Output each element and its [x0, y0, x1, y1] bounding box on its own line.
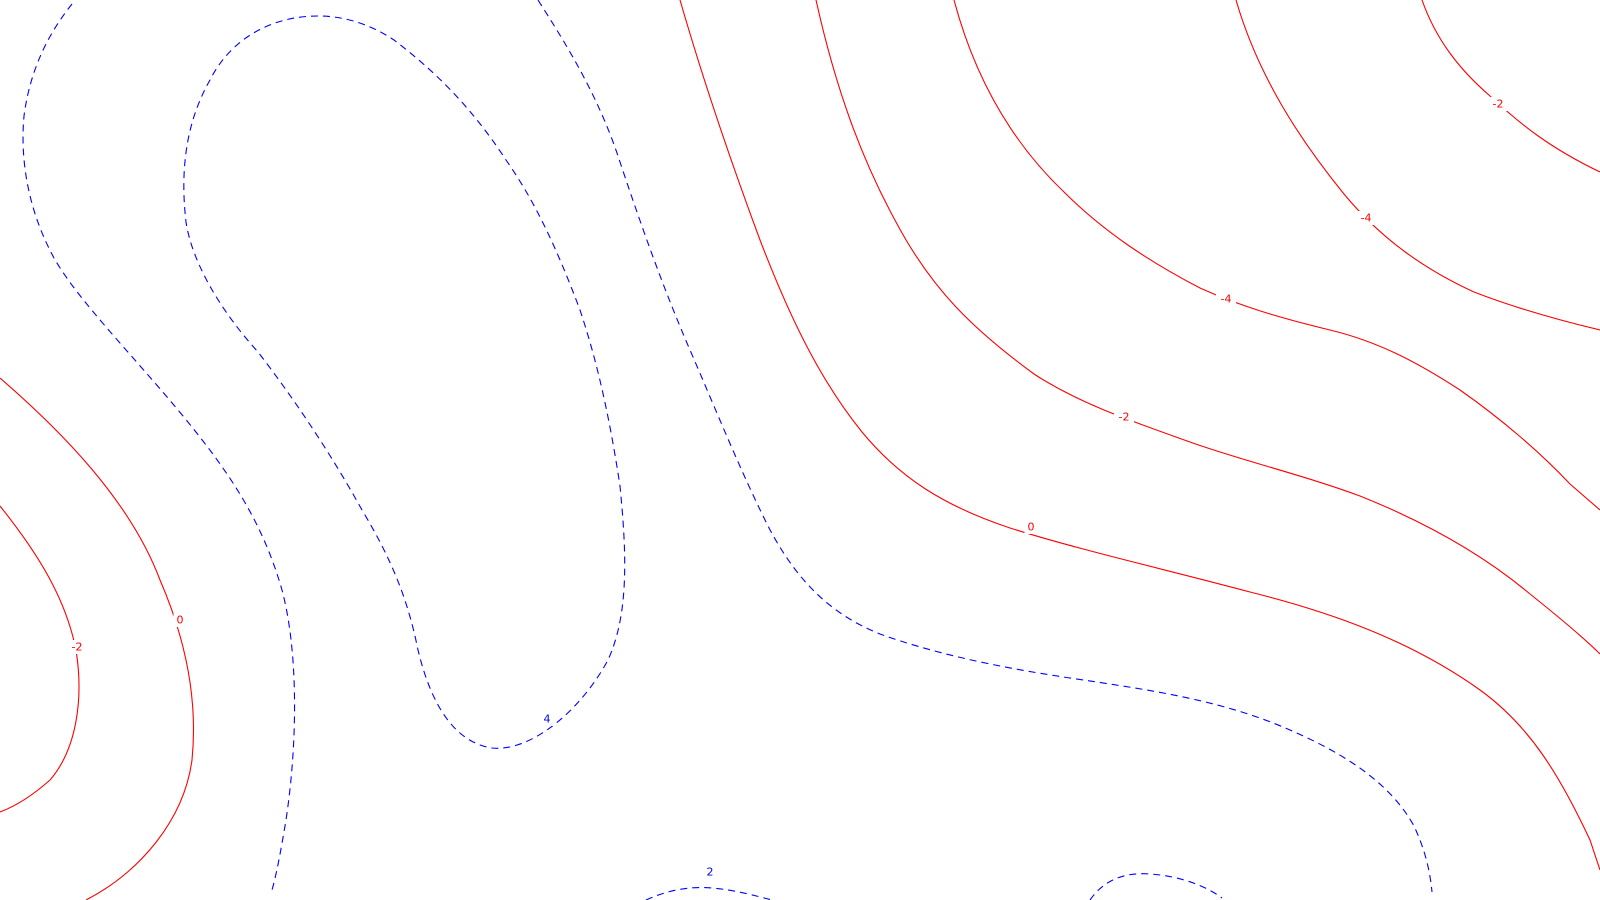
contour-label-red-0-left: 0	[173, 613, 187, 627]
contour-label-text: -4	[1221, 293, 1232, 306]
contour-label-background	[1356, 211, 1376, 225]
contour-line-blue-2-diagonal	[537, 0, 1433, 893]
contour-line-red-m4-main	[953, 0, 1600, 511]
contour-label-text: 2	[707, 866, 714, 879]
contour-label-red-m4-upper: -4	[1356, 211, 1376, 225]
contour-label-text: 0	[1028, 521, 1035, 534]
contour-label-blue-4-loop: 4	[540, 712, 554, 726]
contour-label-red-0-main: 0	[1024, 520, 1038, 534]
contour-line-red-0-left	[0, 377, 195, 900]
contour-label-text: -2	[1119, 411, 1130, 424]
contour-label-background	[1216, 292, 1236, 306]
contour-label-background	[173, 613, 187, 627]
contour-label-background	[703, 865, 717, 879]
contour-label-text: -4	[1361, 212, 1372, 225]
contour-label-red-m4-main: -4	[1216, 292, 1236, 306]
contour-label-background	[540, 712, 554, 726]
contour-label-red-m2-main: -2	[1114, 410, 1134, 424]
contour-line-red-m2-main	[815, 0, 1600, 655]
contour-label-background	[1488, 97, 1508, 111]
contour-label-text: -2	[72, 641, 83, 654]
contour-label-text: 0	[177, 614, 184, 627]
contour-line-red-m2-left	[0, 505, 80, 813]
contour-line-blue-2-bottom-center	[645, 887, 773, 900]
contour-label-text: -2	[1493, 98, 1504, 111]
contour-line-red-0-main	[679, 0, 1600, 871]
contour-label-background	[1024, 520, 1038, 534]
contour-label-red-m2-corner: -2	[1488, 97, 1508, 111]
contour-label-background	[1114, 410, 1134, 424]
contour-labels: 4 2 0 -2 0 -2 -4 -4 -2	[67, 97, 1508, 879]
contour-label-background	[67, 640, 87, 654]
contour-label-red-m2-left: -2	[67, 640, 87, 654]
contour-label-text: 4	[544, 713, 551, 726]
contour-line-blue-2-left	[22, 3, 296, 891]
contour-line-blue-2-bottom-right	[1089, 873, 1223, 900]
contour-line-red-m2-corner	[1421, 0, 1600, 173]
contour-line-blue-4-loop	[183, 15, 626, 749]
contour-label-blue-2-bottom-center: 2	[703, 865, 717, 879]
contour-line-red-m4-upper	[1235, 0, 1600, 331]
